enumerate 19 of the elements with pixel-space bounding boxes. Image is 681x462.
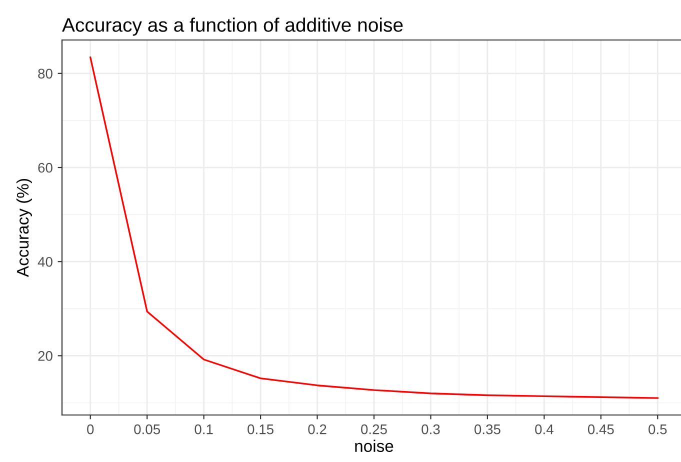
x-tick-label: 0.35 [474,424,500,434]
x-tick-label: 0.45 [588,424,614,434]
x-tick-label: 0.25 [361,424,387,434]
x-tick-label: 0.05 [134,424,160,434]
chart-title: Accuracy as a function of additive noise [62,18,403,36]
y-tick-label: 60 [38,162,52,173]
x-tick-label: 0.1 [194,424,213,434]
x-tick-label: 0 [87,424,94,434]
x-tick-label: 0.5 [648,424,667,434]
y-tick-label: 20 [38,351,52,361]
x-axis-title: noise [355,440,394,452]
line-series [90,56,658,399]
y-tick-label: 40 [38,256,52,267]
y-axis-title: Accuracy (%) [16,178,32,278]
x-tick-label: 0.4 [535,424,554,434]
x-tick-label: 0.2 [308,424,326,434]
y-tick-label: 80 [38,68,52,79]
x-tick-label: 0.3 [422,424,440,434]
x-tick-label: 0.15 [248,424,274,434]
